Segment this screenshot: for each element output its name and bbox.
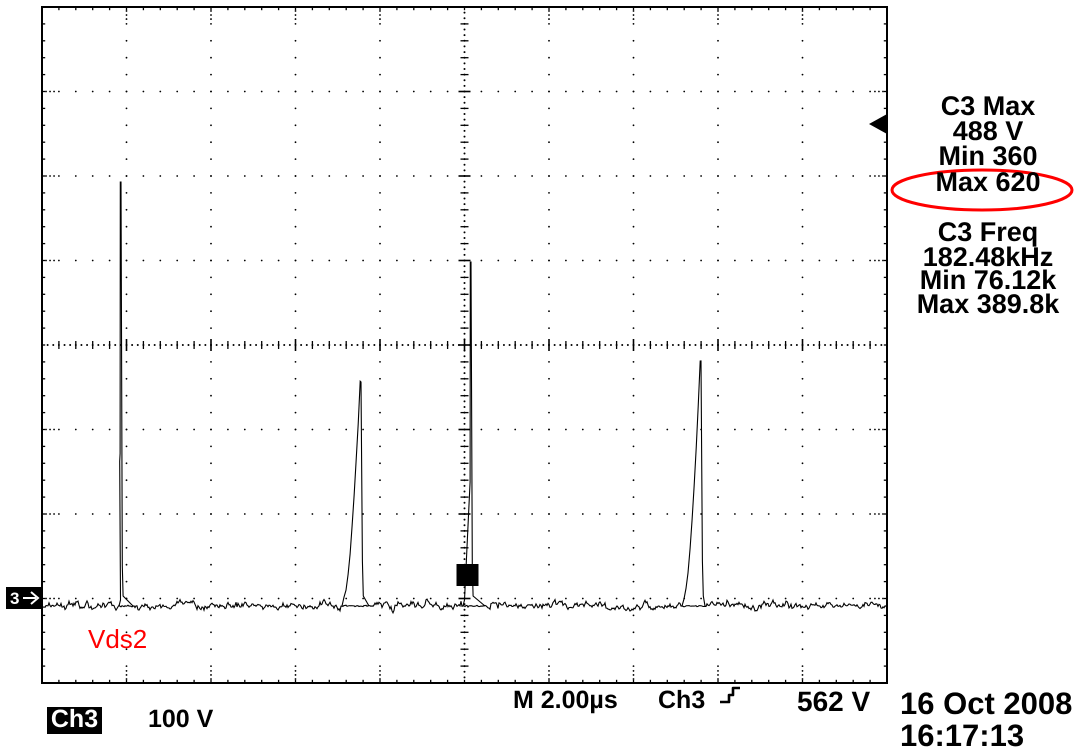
svg-text:3: 3 xyxy=(10,589,19,608)
